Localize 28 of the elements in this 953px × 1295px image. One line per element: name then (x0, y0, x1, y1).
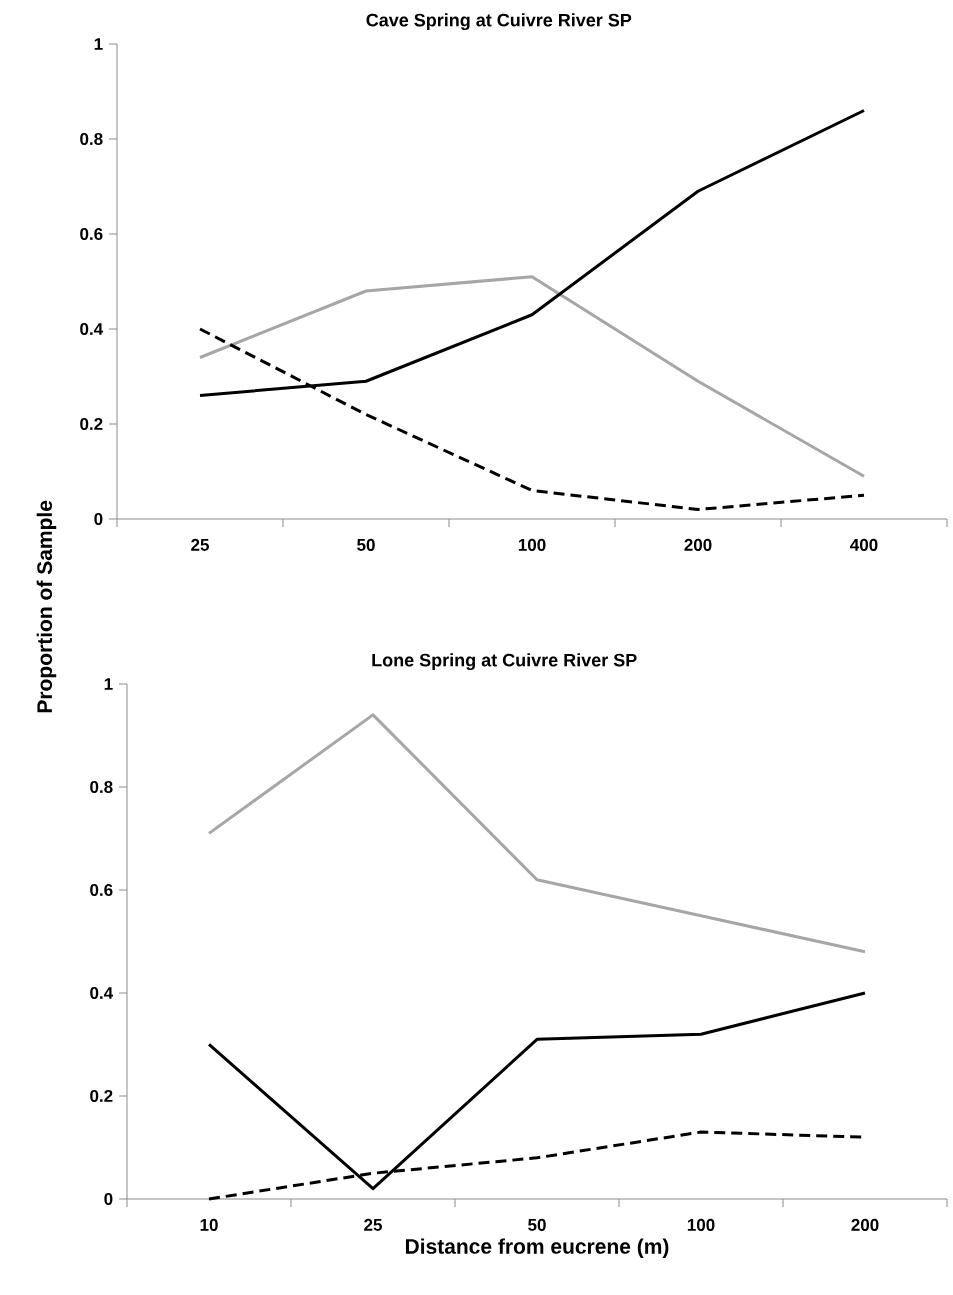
x-tick-label: 50 (528, 1218, 546, 1231)
chart-title: Cave Spring at Cuivre River SP (366, 13, 632, 31)
y-axis-title: Proportion of Sample (36, 500, 57, 713)
x-tick-label: 200 (851, 1218, 879, 1231)
x-tick-label: 100 (518, 538, 546, 551)
x-tick-label: 10 (200, 1218, 218, 1231)
x-tick-label: 25 (364, 1218, 382, 1231)
y-tick-label: 0.6 (80, 227, 103, 241)
y-tick-label: 1 (104, 678, 113, 690)
y-tick-label: 0 (94, 512, 103, 526)
line-series (198, 275, 866, 478)
y-tick-label: 1 (94, 38, 103, 50)
x-tick-label: 50 (357, 538, 375, 551)
x-tick-label: 400 (850, 538, 878, 551)
x-tick-label: 25 (191, 538, 209, 551)
line-series (207, 713, 867, 954)
x-axis-title: Distance from eucrene (m) (405, 1238, 669, 1259)
x-tick-label: 100 (687, 1218, 715, 1231)
chart-title: Lone Spring at Cuivre River SP (372, 653, 637, 671)
y-tick-label: 0.6 (90, 883, 113, 897)
y-tick-label: 0 (104, 1192, 113, 1206)
y-tick-label: 0.8 (90, 780, 113, 794)
y-tick-label: 0.2 (90, 1089, 113, 1103)
x-tick-label: 200 (684, 538, 712, 551)
y-tick-label: 0.2 (80, 417, 103, 431)
y-tick-label: 0.4 (80, 322, 104, 336)
y-tick-label: 0.4 (90, 986, 114, 1000)
y-tick-label: 0.8 (80, 132, 103, 146)
